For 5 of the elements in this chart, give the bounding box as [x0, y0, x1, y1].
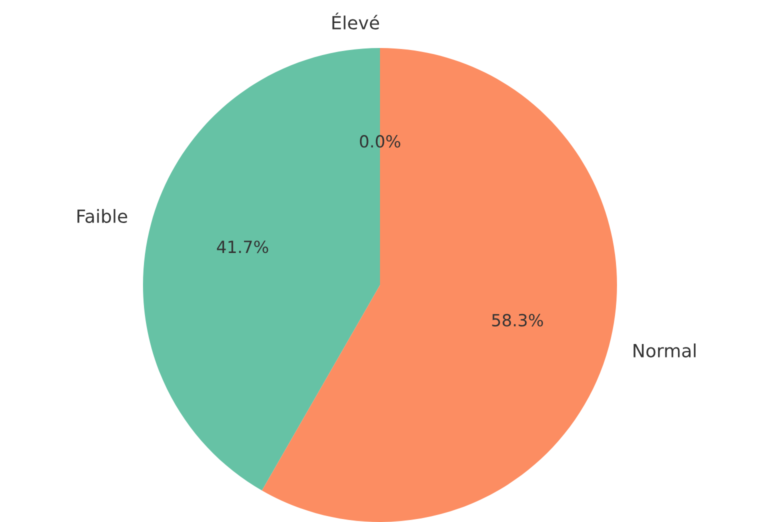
category-label: Élevé — [332, 12, 380, 30]
data-label: 58.3% — [492, 314, 543, 326]
data-label: 41.7% — [216, 240, 268, 254]
slice-label: Faible — [77, 209, 128, 224]
slice-label: Normal — [634, 343, 696, 358]
